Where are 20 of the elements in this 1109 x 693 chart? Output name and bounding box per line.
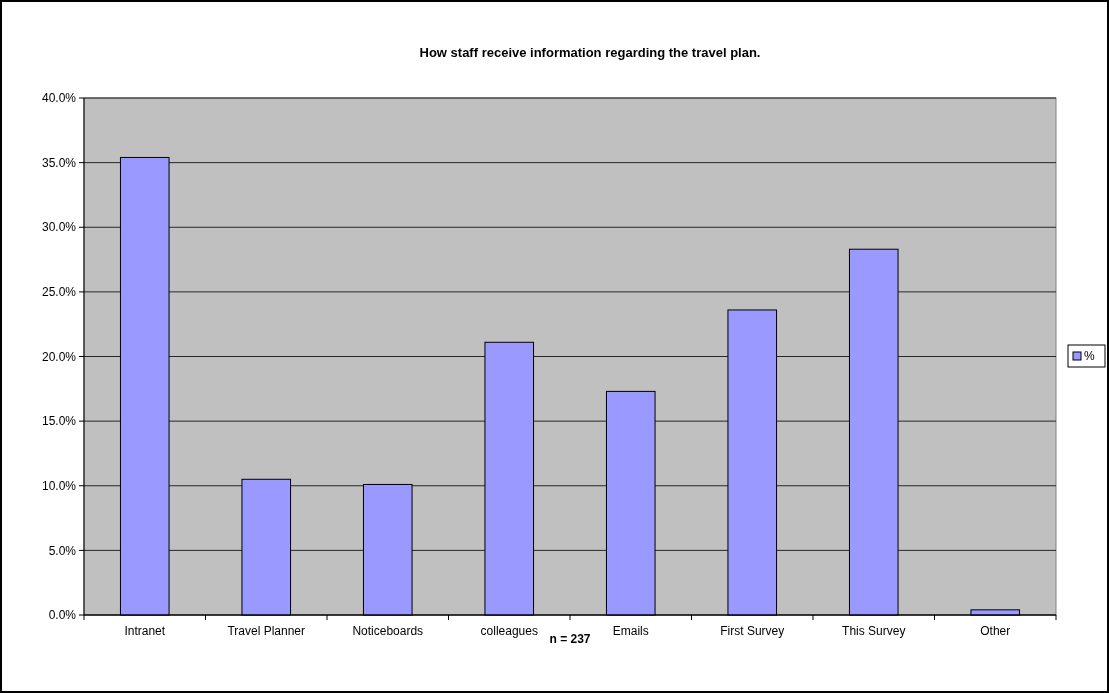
legend-label: % xyxy=(1084,349,1095,364)
x-tick-label: Other xyxy=(980,624,1011,638)
x-tick-label: Travel Planner xyxy=(227,624,306,638)
y-tick-label: 15.0% xyxy=(41,414,77,429)
x-tick-label: First Survey xyxy=(720,624,785,638)
chart-title: How staff receive information regarding the travel plan. xyxy=(419,45,761,60)
y-tick-label: 10.0% xyxy=(41,478,77,493)
x-tick-label: Emails xyxy=(612,624,649,638)
y-tick-label: 0.0% xyxy=(48,608,77,623)
y-tick-label: 5.0% xyxy=(48,543,77,558)
x-axis-title: n = 237 xyxy=(549,632,591,646)
y-tick-label: 35.0% xyxy=(41,155,77,170)
x-tick-label: Noticeboards xyxy=(352,624,424,638)
y-tick-label: 40.0% xyxy=(41,91,77,106)
y-tick-label: 20.0% xyxy=(41,349,77,364)
y-tick-label: 30.0% xyxy=(41,220,77,235)
x-tick-label: This Survey xyxy=(842,624,906,638)
y-tick-label: 25.0% xyxy=(41,285,77,300)
x-tick-label: Intranet xyxy=(124,624,166,638)
x-tick-label: colleagues xyxy=(480,624,538,638)
